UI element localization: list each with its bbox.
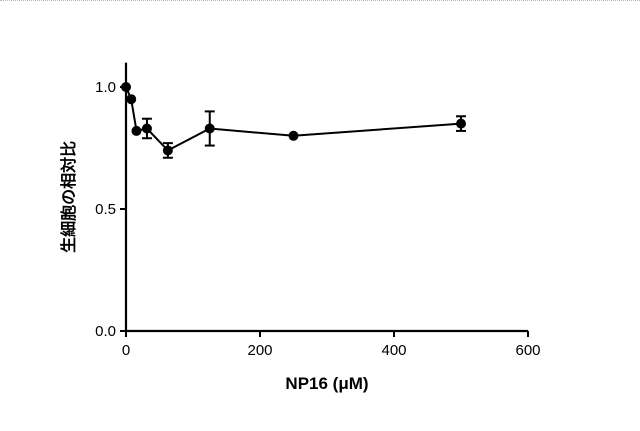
data-point xyxy=(456,119,466,129)
y-tick-label: 0.0 xyxy=(95,323,116,340)
x-axis-title: NP16 (μM) xyxy=(285,374,368,393)
data-point xyxy=(121,82,131,92)
data-point xyxy=(131,126,141,136)
data-point xyxy=(163,145,173,155)
x-tick-label: 200 xyxy=(247,342,272,359)
data-point xyxy=(205,123,215,133)
x-tick-label: 0 xyxy=(122,342,130,359)
axes: 0.0 0.5 1.0 0 200 400 600 xyxy=(95,63,540,359)
x-tick-label: 400 xyxy=(381,342,406,359)
chart: 0.0 0.5 1.0 0 200 400 600 NP16 (μM) 生細胞の相対比 xyxy=(0,0,640,431)
data-point xyxy=(142,123,152,133)
data-point xyxy=(126,94,136,104)
series-layer xyxy=(121,82,466,158)
x-tick-label: 600 xyxy=(515,342,540,359)
y-axis-title: 生細胞の相対比 xyxy=(59,141,78,253)
data-point xyxy=(289,131,299,141)
y-tick-label: 1.0 xyxy=(95,79,116,96)
y-tick-label: 0.5 xyxy=(95,201,116,218)
series-line xyxy=(126,87,461,150)
